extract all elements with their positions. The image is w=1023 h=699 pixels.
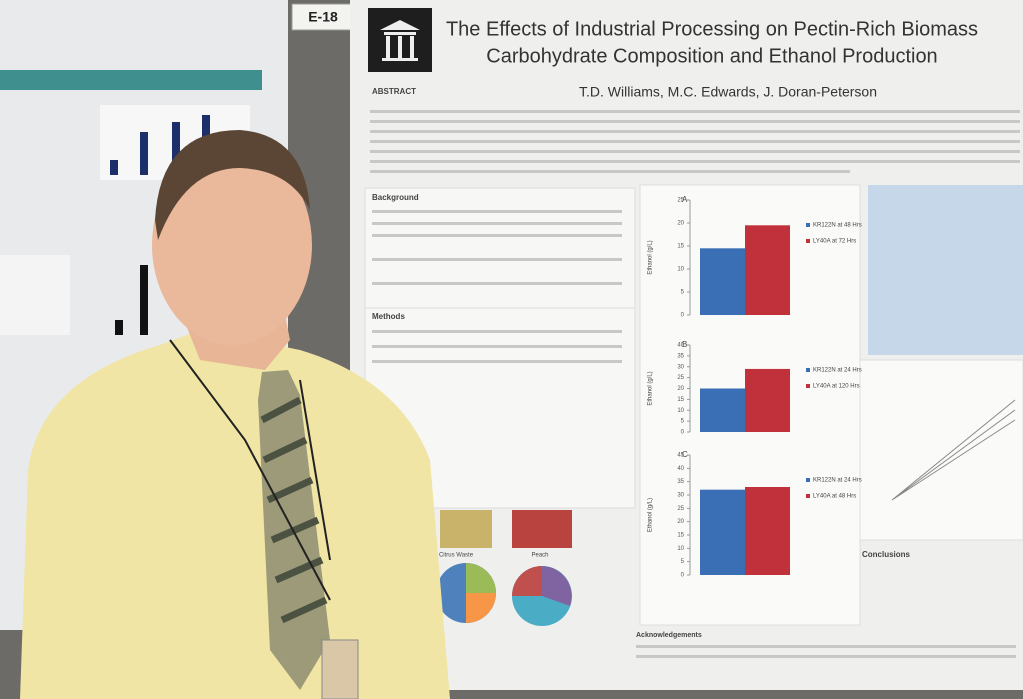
pie-label: Peach: [531, 553, 548, 559]
y-tick-label: 20: [677, 519, 684, 525]
left-poster-band: [0, 70, 262, 90]
legend-swatch: [806, 239, 810, 243]
person: [20, 130, 450, 699]
panel-label: C: [682, 450, 688, 459]
sign-label: E-18: [308, 9, 338, 25]
body-text: [372, 210, 1016, 658]
legend-swatch: [806, 478, 810, 482]
y-axis-label: Ethanol (g/L): [648, 498, 654, 532]
y-tick-label: 0: [681, 313, 685, 319]
y-tick-label: 40: [677, 466, 684, 472]
pie-slice: [512, 566, 542, 596]
left-bar: [115, 320, 123, 335]
y-tick-label: 35: [677, 353, 684, 359]
poster-charts: A Ethanol (g/L) 0 5 10 15 20 25 KR122N at 48 Hrs…: [648, 195, 862, 578]
pie-slice: [542, 566, 572, 606]
pie-label: Citrus Waste: [439, 553, 474, 559]
bar: [700, 388, 745, 432]
line-chart-lines: [891, 399, 1016, 501]
y-tick-label: 45: [677, 453, 684, 459]
lanyard: [169, 339, 331, 601]
section-heading: Methods: [372, 312, 405, 321]
y-tick-label: 25: [677, 375, 684, 381]
y-tick-label: 30: [677, 493, 684, 499]
y-tick-label: 15: [677, 244, 684, 250]
abstract-text: [370, 110, 1020, 173]
legend-label: LY40A at 72 Hrs: [813, 239, 856, 245]
legend-swatch: [806, 368, 810, 372]
pie-slice: [466, 593, 496, 623]
y-tick-label: 10: [677, 267, 684, 273]
y-tick-label: 15: [677, 397, 684, 403]
tie-stripes: [260, 396, 328, 624]
y-tick-label: 40: [677, 343, 684, 349]
y-tick-label: 25: [677, 506, 684, 512]
y-tick-label: 0: [681, 573, 685, 579]
legend-label: KR122N at 24 Hrs: [813, 478, 862, 484]
legend-swatch: [806, 223, 810, 227]
y-tick-label: 5: [681, 290, 685, 296]
line-chart-panel: [859, 359, 1023, 541]
legend-swatch: [806, 494, 810, 498]
legend-label: KR122N at 24 Hrs: [813, 368, 862, 374]
bar: [745, 368, 790, 432]
y-tick-label: 0: [681, 430, 685, 436]
y-tick-label: 35: [677, 479, 684, 485]
hair: [155, 130, 310, 240]
y-tick-label: 15: [677, 533, 684, 539]
y-tick-label: 10: [677, 408, 684, 414]
section-heading: Acknowledgements: [636, 632, 702, 639]
y-tick-label: 30: [677, 364, 684, 370]
logo-arch: [380, 20, 420, 61]
photo-citrus: [440, 510, 492, 548]
y-axis-label: Ethanol (g/L): [648, 240, 654, 274]
legend-label: LY40A at 48 Hrs: [813, 494, 856, 500]
left-bar: [140, 265, 148, 335]
pie-slice: [466, 563, 496, 593]
face: [152, 145, 312, 345]
poster-title: The Effects of Industrial Processing on …: [446, 18, 978, 40]
left-bar: [172, 122, 180, 175]
y-tick-label: 20: [677, 386, 684, 392]
sign-board: [291, 3, 355, 31]
bar: [745, 487, 790, 575]
poster-title: Carbohydrate Composition and Ethanol Pro…: [486, 45, 937, 67]
y-tick-label: 10: [677, 546, 684, 552]
section-heading: Conclusions: [862, 550, 911, 559]
bar: [700, 248, 745, 315]
left-bar: [110, 160, 118, 175]
panel-label: B: [682, 340, 687, 349]
background-panel: [364, 187, 636, 309]
poster-authors: T.D. Williams, M.C. Edwards, J. Doran-Pe…: [579, 84, 877, 100]
section-heading: ABSTRACT: [372, 87, 416, 96]
badge: [321, 639, 359, 699]
y-tick-label: 20: [677, 221, 684, 227]
shirt: [20, 330, 450, 699]
y-tick-label: 25: [677, 198, 684, 204]
left-bar: [140, 132, 148, 175]
legend-swatch: [806, 384, 810, 388]
section-heading: Background: [372, 193, 419, 202]
left-poster-chart: [0, 255, 70, 335]
y-tick-label: 5: [681, 559, 685, 565]
y-axis-label: Ethanol (g/L): [648, 371, 654, 405]
legend-label: KR122N at 48 Hrs: [813, 223, 862, 229]
panel-label: A: [682, 195, 688, 204]
bar: [745, 225, 790, 315]
y-tick-label: 5: [681, 419, 685, 425]
legend-label: LY40A at 120 Hrs: [813, 384, 860, 390]
table-panel: [868, 185, 1023, 355]
bar: [700, 489, 745, 575]
photo-peach: [512, 510, 572, 548]
